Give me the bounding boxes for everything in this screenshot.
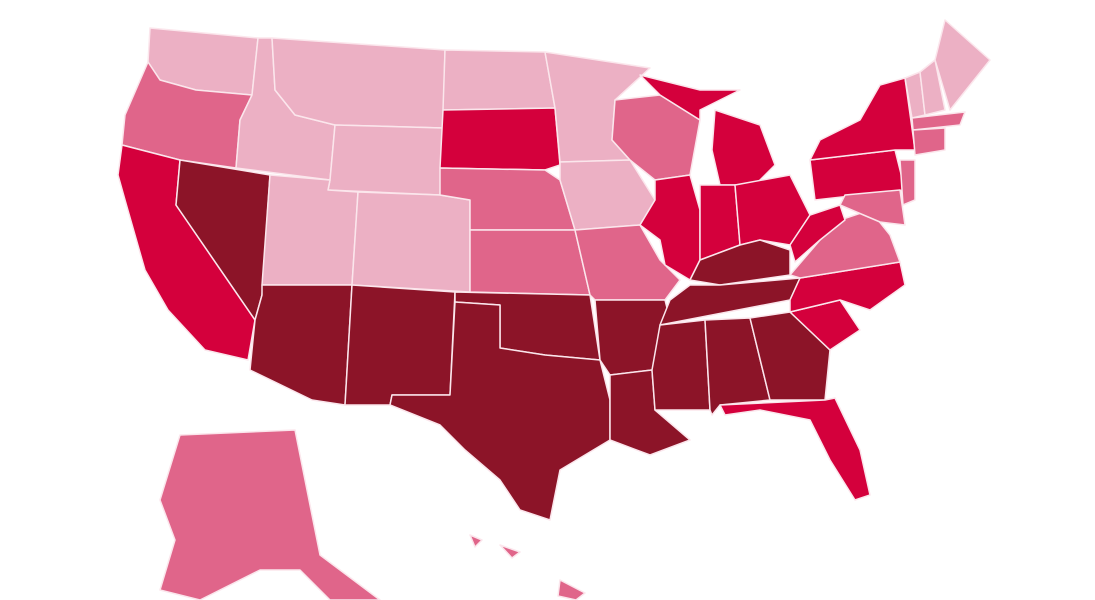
state	[651, 319, 711, 411]
state	[574, 224, 681, 301]
state	[344, 284, 456, 406]
states	[117, 19, 991, 600]
state	[469, 534, 483, 548]
state	[639, 174, 701, 281]
state	[351, 191, 471, 293]
state	[919, 59, 946, 116]
state	[809, 77, 916, 161]
state	[159, 429, 381, 600]
state	[557, 579, 586, 600]
state	[389, 301, 611, 521]
state	[261, 174, 359, 286]
state	[899, 159, 916, 206]
state	[934, 19, 991, 111]
state	[327, 124, 444, 196]
state	[789, 204, 846, 263]
state	[912, 127, 946, 156]
state	[911, 111, 966, 131]
state	[719, 397, 871, 501]
state	[639, 74, 741, 121]
state	[469, 229, 591, 296]
state	[271, 37, 446, 129]
state	[249, 284, 353, 406]
state	[839, 189, 906, 226]
state	[499, 544, 521, 559]
state	[711, 109, 776, 186]
state	[442, 49, 556, 111]
state	[439, 107, 561, 171]
state	[749, 311, 831, 401]
state	[559, 159, 656, 231]
